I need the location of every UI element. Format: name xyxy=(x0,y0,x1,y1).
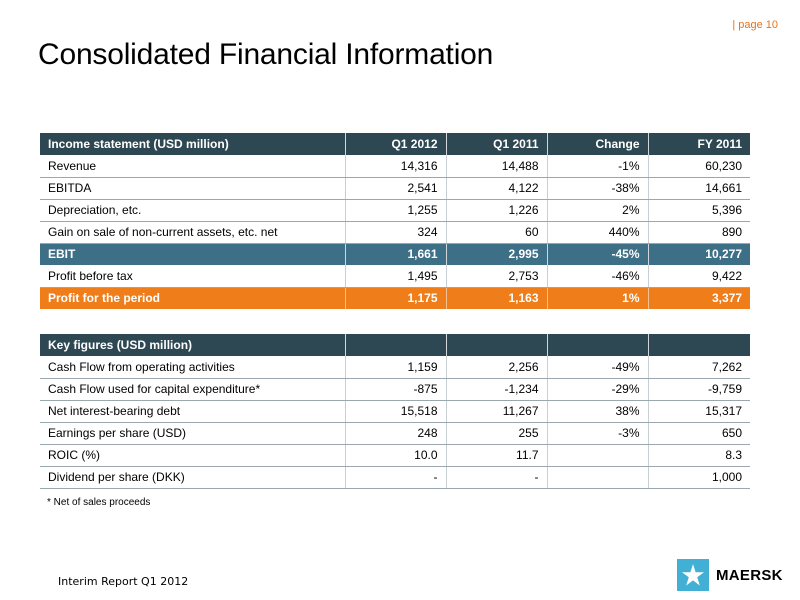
table-row: ROIC (%) 10.0 11.7 8.3 xyxy=(40,444,750,467)
table-cell: 248 xyxy=(345,422,447,445)
row-label: Cash Flow used for capital expenditure* xyxy=(40,378,346,401)
table-cell: 60 xyxy=(446,221,548,244)
row-label: Dividend per share (DKK) xyxy=(40,466,346,489)
row-label: Net interest-bearing debt xyxy=(40,400,346,423)
column-header xyxy=(648,334,750,356)
table-cell: 10.0 xyxy=(345,444,447,467)
table-row: Dividend per share (DKK) - -1,000 xyxy=(40,466,750,489)
table-cell: 7,262 xyxy=(648,356,750,379)
table-cell: 1,163 xyxy=(446,287,548,309)
table-cell: -49% xyxy=(547,356,649,379)
table-row: Net interest-bearing debt 15,518 11,267 38%… xyxy=(40,400,750,423)
table-cell: -46% xyxy=(547,265,649,288)
table-cell: 1,255 xyxy=(345,199,447,222)
table-row: EBIT 1,661 2,995 -45% 10,277 xyxy=(40,243,750,265)
table-cell: 2% xyxy=(547,199,649,222)
table-cell: 3,377 xyxy=(648,287,750,309)
table-cell: -45% xyxy=(547,243,649,265)
table-cell: 1,000 xyxy=(648,466,750,489)
table-cell: 11.7 xyxy=(446,444,548,467)
column-header xyxy=(345,334,447,356)
table-row: Depreciation, etc. 1,255 1,226 2% 5,396 xyxy=(40,199,750,222)
table-cell: - xyxy=(345,466,447,489)
row-label: Profit for the period xyxy=(40,287,346,309)
column-header: Change xyxy=(547,133,649,155)
table-cell: -875 xyxy=(345,378,447,401)
table-cell: 14,316 xyxy=(345,155,447,178)
row-label: Gain on sale of non-current assets, etc.… xyxy=(40,221,346,244)
table-cell: 1,159 xyxy=(345,356,447,379)
table-cell: 9,422 xyxy=(648,265,750,288)
table-cell: 650 xyxy=(648,422,750,445)
page-title: Consolidated Financial Information xyxy=(38,38,494,71)
table-cell: 14,661 xyxy=(648,177,750,200)
table-row: Cash Flow used for capital expenditure* -… xyxy=(40,378,750,401)
table-cell: 14,488 xyxy=(446,155,548,178)
row-label: Earnings per share (USD) xyxy=(40,422,346,445)
table-cell: 4,122 xyxy=(446,177,548,200)
table-cell: 2,541 xyxy=(345,177,447,200)
row-label: Profit before tax xyxy=(40,265,346,288)
table-cell: 15,317 xyxy=(648,400,750,423)
table-cell: -1,234 xyxy=(446,378,548,401)
row-label: Depreciation, etc. xyxy=(40,199,346,222)
table-cell: -9,759 xyxy=(648,378,750,401)
table-cell: -38% xyxy=(547,177,649,200)
table-cell: 1,175 xyxy=(345,287,447,309)
column-header: Q1 2012 xyxy=(345,133,447,155)
table-cell: 1,661 xyxy=(345,243,447,265)
table-cell: 38% xyxy=(547,400,649,423)
page-number: | page 10 xyxy=(732,19,778,31)
row-label: EBITDA xyxy=(40,177,346,200)
table-cell: - xyxy=(446,466,548,489)
column-header: Key figures (USD million) xyxy=(40,334,346,356)
row-label: Revenue xyxy=(40,155,346,178)
table-cell xyxy=(547,444,649,467)
table-cell: 255 xyxy=(446,422,548,445)
table-row: Earnings per share (USD) 248 255 -3% 650 xyxy=(40,422,750,445)
column-header xyxy=(547,334,649,356)
table-cell: 8.3 xyxy=(648,444,750,467)
table-cell: -29% xyxy=(547,378,649,401)
column-header: Q1 2011 xyxy=(446,133,548,155)
table-row: Gain on sale of non-current assets, etc.… xyxy=(40,221,750,244)
table-row: Cash Flow from operating activities 1,159… xyxy=(40,356,750,379)
footnote: * Net of sales proceeds xyxy=(47,497,151,508)
star-icon xyxy=(677,559,709,591)
table-cell: -3% xyxy=(547,422,649,445)
key-figures-table: Key figures (USD million) Cash Flow from … xyxy=(40,334,750,489)
table-cell: 890 xyxy=(648,221,750,244)
table-row: Revenue 14,316 14,488 -1% 60,230 xyxy=(40,155,750,178)
table-row: Profit for the period 1,175 1,163 1% 3,377 xyxy=(40,287,750,309)
table-cell: 1,495 xyxy=(345,265,447,288)
income-statement-table: Income statement (USD million) Q1 2012 Q1 … xyxy=(40,133,750,309)
column-header xyxy=(446,334,548,356)
report-label: Interim Report Q1 2012 xyxy=(58,575,189,588)
logo-text: MAERSK xyxy=(716,566,783,584)
maersk-logo: MAERSK xyxy=(677,559,783,591)
table-cell: 1,226 xyxy=(446,199,548,222)
table-row: Profit before tax 1,495 2,753 -46% 9,422 xyxy=(40,265,750,288)
table-header-row: Key figures (USD million) xyxy=(40,334,750,356)
table-cell: 5,396 xyxy=(648,199,750,222)
table-cell xyxy=(547,466,649,489)
table-cell: -1% xyxy=(547,155,649,178)
table-cell: 1% xyxy=(547,287,649,309)
table-row: EBITDA 2,541 4,122 -38% 14,661 xyxy=(40,177,750,200)
table-cell: 60,230 xyxy=(648,155,750,178)
row-label: ROIC (%) xyxy=(40,444,346,467)
table-cell: 324 xyxy=(345,221,447,244)
table-cell: 440% xyxy=(547,221,649,244)
table-cell: 2,256 xyxy=(446,356,548,379)
table-cell: 11,267 xyxy=(446,400,548,423)
table-cell: 2,753 xyxy=(446,265,548,288)
row-label: Cash Flow from operating activities xyxy=(40,356,346,379)
table-cell: 2,995 xyxy=(446,243,548,265)
column-header: Income statement (USD million) xyxy=(40,133,346,155)
table-cell: 10,277 xyxy=(648,243,750,265)
table-cell: 15,518 xyxy=(345,400,447,423)
row-label: EBIT xyxy=(40,243,346,265)
column-header: FY 2011 xyxy=(648,133,750,155)
table-header-row: Income statement (USD million) Q1 2012 Q1 … xyxy=(40,133,750,155)
